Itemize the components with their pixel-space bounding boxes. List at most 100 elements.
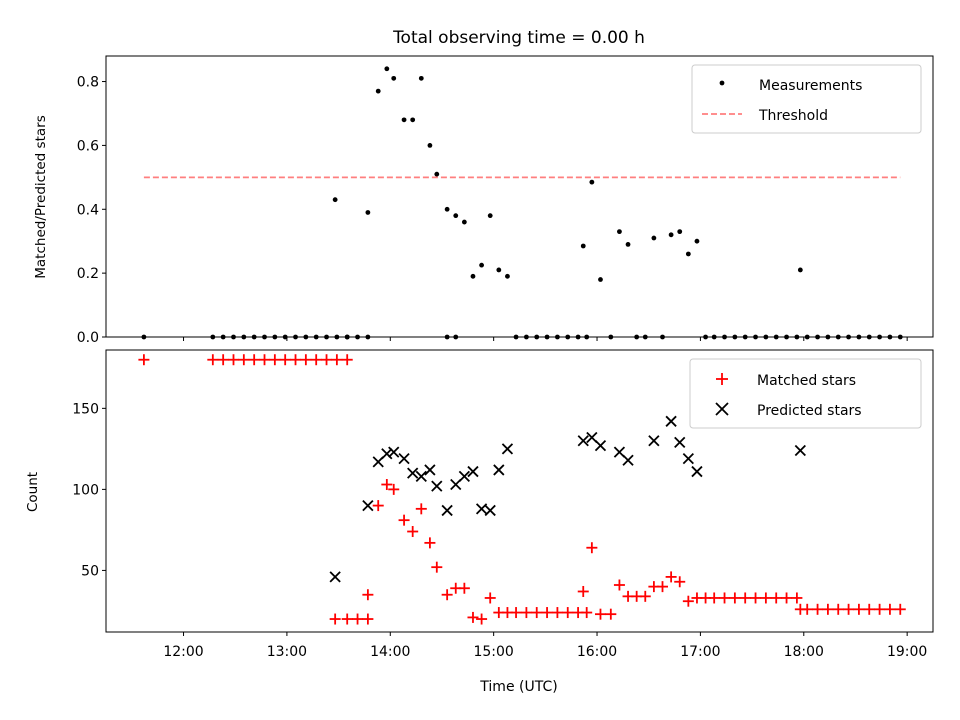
- matched-stars-point: [770, 592, 782, 604]
- matched-stars-point: [801, 603, 813, 615]
- measurements-point: [544, 334, 550, 340]
- matched-stars-point: [407, 526, 419, 538]
- matched-stars-point: [227, 354, 239, 366]
- predicted-stars-point: [329, 571, 341, 583]
- matched-stars-point: [341, 613, 353, 625]
- measurements-point: [303, 334, 309, 340]
- matched-stars-point: [441, 589, 453, 601]
- top-legend: Measurements Threshold: [691, 64, 922, 134]
- predicted-stars-point: [441, 504, 453, 517]
- matched-stars-point: [217, 354, 229, 366]
- predicted-stars-point: [493, 464, 505, 476]
- matched-stars-point: [613, 579, 625, 591]
- matched-stars-point: [458, 582, 470, 594]
- measurements-point: [262, 334, 267, 340]
- measurements-point: [598, 277, 603, 282]
- measurements-point: [313, 334, 319, 340]
- matched-stars-point: [510, 607, 522, 619]
- measurements-point: [703, 334, 708, 340]
- top-ytick-label: 0.6: [77, 138, 99, 154]
- measurements-point: [722, 334, 727, 340]
- matched-stars-point: [269, 354, 281, 366]
- top-plot-frame: [105, 55, 934, 338]
- predicted-stars-point: [362, 499, 374, 512]
- matched-stars-point: [341, 354, 353, 366]
- measurements-point: [334, 334, 340, 340]
- bottom-ytick-label: 100: [72, 482, 99, 498]
- measurements-point: [773, 334, 779, 340]
- legend-predicted-marker: [715, 402, 729, 416]
- predicted-stars-point: [586, 431, 598, 444]
- matched-stars-point: [577, 585, 589, 597]
- predicted-stars-point: [450, 478, 462, 491]
- predicted-stars-point: [398, 452, 410, 465]
- xtick-label: 19:00: [887, 644, 927, 660]
- measurements-point: [589, 179, 595, 185]
- matched-stars-point: [531, 607, 543, 619]
- measurements-point: [677, 229, 683, 235]
- matched-stars-point: [381, 479, 393, 491]
- legend-measurements-marker: [719, 80, 725, 86]
- top-ytick-label: 0.4: [77, 202, 99, 218]
- matched-stars-point: [760, 592, 772, 604]
- measurements-point: [251, 334, 257, 340]
- measurements-point: [513, 334, 519, 340]
- matched-stars-point: [321, 354, 333, 366]
- matched-stars-point: [682, 595, 694, 607]
- matched-stars-point: [594, 608, 606, 620]
- top-ytick-label: 0.0: [77, 330, 99, 346]
- matched-stars-point: [729, 592, 741, 604]
- matched-stars-point: [739, 592, 751, 604]
- matched-stars-point: [750, 592, 762, 604]
- matched-stars-point: [581, 607, 593, 619]
- measurements-point: [732, 334, 738, 340]
- measurements-point: [877, 334, 882, 340]
- measurements-point: [634, 334, 640, 340]
- xtick-label: 17:00: [680, 644, 720, 660]
- top-panel: 0.00.20.40.60.8 Matched/Predicted stars …: [33, 55, 934, 346]
- measurements-point: [625, 241, 631, 247]
- measurements-point: [651, 235, 657, 241]
- measurements-point: [804, 334, 810, 340]
- matched-stars-point: [884, 603, 896, 615]
- top-data-marks: [141, 66, 903, 340]
- measurements-point: [401, 117, 407, 123]
- xtick-label: 12:00: [163, 644, 203, 660]
- measurements-point: [272, 334, 278, 340]
- predicted-stars-point: [613, 446, 626, 458]
- measurements-point: [384, 66, 390, 72]
- bottom-y-ticks: 50 100 150: [72, 401, 106, 579]
- matched-stars-point: [467, 611, 479, 623]
- predicted-stars-point: [372, 456, 384, 468]
- legend-matched-label: Matched stars: [757, 373, 856, 389]
- top-y-ticks: 0.0 0.2 0.4 0.6 0.8: [77, 75, 106, 346]
- predicted-stars-point: [794, 444, 806, 457]
- measurements-point: [555, 334, 560, 340]
- measurements-point: [642, 334, 648, 340]
- measurements-point: [220, 334, 226, 340]
- x-axis-label: Time (UTC): [479, 679, 557, 695]
- measurements-point: [418, 75, 424, 81]
- matched-stars-point: [259, 354, 271, 366]
- matched-stars-point: [398, 514, 410, 526]
- xtick-label: 15:00: [473, 644, 513, 660]
- measurements-point: [332, 197, 338, 203]
- measurements-point: [846, 334, 851, 340]
- predicted-stars-point: [484, 504, 496, 517]
- measurements-point: [479, 262, 484, 268]
- matched-stars-point: [372, 500, 384, 512]
- measurements-point: [835, 334, 841, 340]
- matched-stars-point: [665, 571, 677, 583]
- matched-stars-point: [781, 592, 793, 604]
- predicted-stars-point: [458, 470, 471, 483]
- predicted-stars-point: [415, 470, 427, 483]
- measurements-point: [391, 75, 397, 81]
- measurements-point: [344, 334, 350, 340]
- matched-stars-point: [708, 592, 720, 604]
- legend-measurements-label: Measurements: [759, 78, 862, 94]
- matched-stars-point: [484, 592, 496, 604]
- matched-stars-point: [605, 608, 617, 620]
- measurements-point: [763, 334, 769, 340]
- matched-stars-point: [476, 613, 488, 625]
